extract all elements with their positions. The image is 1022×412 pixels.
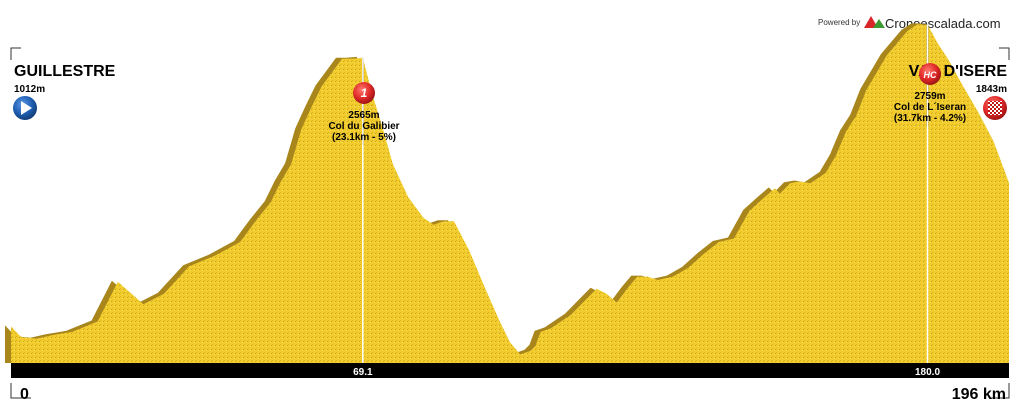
brand-logo-icon (864, 16, 885, 28)
frame-corner-bottom-right (989, 383, 1010, 399)
climb-2-name: Col de L´Iseran (894, 102, 966, 113)
frame-corner-bottom-left (10, 383, 31, 399)
climb-1-name: Col du Galibier (328, 121, 399, 132)
distance-axis-bar (11, 363, 1009, 378)
powered-by-label: Powered by (818, 18, 860, 27)
climb-2-km-tick-label: 180.0 (915, 367, 940, 378)
distance-axis-labels: 69.1 180.0 (353, 367, 940, 378)
climb-2-category: HC (924, 70, 937, 80)
x-axis-end-label: 196 km (952, 386, 1006, 403)
climb-2-badge-icon[interactable]: HC (919, 63, 941, 85)
checkered-flag-icon (983, 96, 1007, 120)
play-arrow-icon (13, 96, 37, 120)
terrain-area (11, 24, 1009, 364)
frame-corner-top-right (999, 47, 1010, 60)
frame-corner-top-left (10, 47, 21, 60)
x-axis-start-label: 0 (20, 386, 29, 403)
start-elevation: 1012m (14, 84, 45, 95)
brand-site-name[interactable]: Cronoescalada.com (885, 16, 1001, 31)
climb-2-elevation: 2759m (914, 91, 945, 102)
start-location-name: GUILLESTRE (14, 63, 116, 80)
climb-1-km-tick-label: 69.1 (353, 367, 373, 378)
climb-1-elevation: 2565m (348, 110, 379, 121)
climb-1-detail: (23.1km - 5%) (332, 132, 396, 143)
climb-1-category: 1 (361, 86, 368, 100)
climb-2-detail: (31.7km - 4.2%) (894, 113, 966, 124)
finish-elevation: 1843m (976, 84, 1007, 95)
climb-1-badge-icon[interactable]: 1 (353, 82, 375, 104)
